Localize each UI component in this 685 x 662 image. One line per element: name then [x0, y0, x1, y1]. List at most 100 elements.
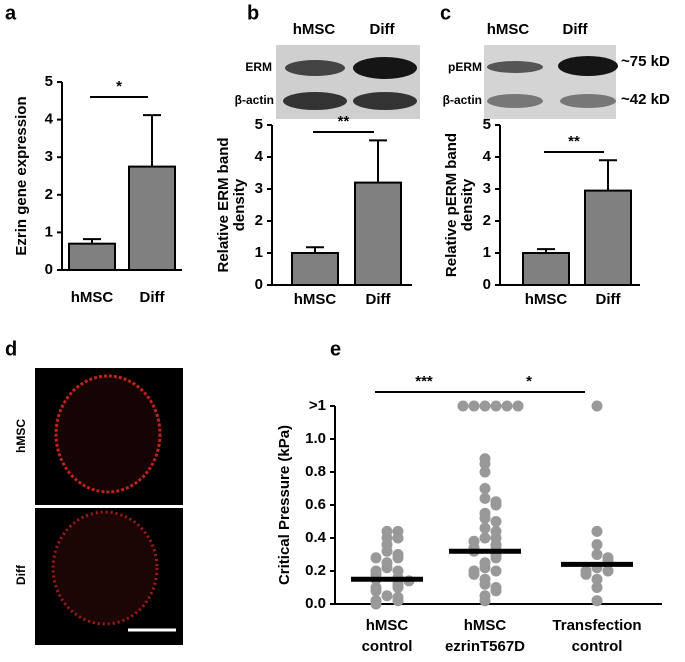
row-label: pERM [448, 60, 482, 74]
y-tick-label: 0.8 [305, 463, 326, 480]
data-point [479, 466, 491, 478]
data-point [591, 549, 603, 560]
y-tick-label: >1 [309, 397, 326, 414]
y-tick-label: 5 [255, 116, 263, 133]
panel-label: c [440, 2, 451, 24]
data-point [479, 595, 491, 607]
data-point [490, 565, 502, 577]
data-point [479, 400, 491, 412]
data-point [479, 492, 491, 504]
data-point [501, 400, 513, 412]
y-tick-label: 5 [45, 73, 53, 90]
data-point [512, 400, 524, 412]
data-point [602, 565, 614, 577]
data-point [392, 532, 404, 544]
cell [54, 374, 162, 494]
y-tick-label: 2 [483, 212, 491, 229]
data-point [457, 400, 469, 412]
data-point [479, 562, 491, 574]
data-point [490, 400, 502, 412]
size-label: ~42 kD [621, 91, 670, 108]
lane-label: Diff [370, 21, 396, 38]
data-point [381, 562, 393, 574]
row-label: ERM [245, 60, 272, 74]
panel-label: a [5, 2, 17, 24]
blot-band [560, 94, 616, 108]
data-point [479, 512, 491, 524]
data-point [591, 582, 603, 593]
y-axis-label: density [231, 178, 248, 231]
x-tick-label: Diff [366, 291, 392, 308]
bar [128, 165, 176, 272]
blot-band [353, 92, 417, 110]
data-point [490, 585, 502, 597]
x-tick-label: ezrinT567D [445, 638, 525, 655]
row-label: β-actin [443, 93, 482, 107]
data-point [591, 573, 603, 585]
data-point [370, 598, 382, 610]
significance-label: *** [415, 373, 433, 390]
size-label: ~75 kD [621, 53, 670, 70]
x-tick-label: Transfection [552, 617, 641, 634]
lane-label: hMSC [487, 21, 530, 38]
significance-label: ** [338, 113, 350, 130]
y-tick-label: 4 [255, 148, 264, 165]
x-tick-label: control [362, 638, 413, 655]
blot-band [487, 94, 543, 108]
lane-label: hMSC [293, 21, 336, 38]
panel-label: e [330, 338, 341, 360]
y-tick-label: 3 [255, 180, 263, 197]
data-point [479, 458, 491, 470]
data-point [392, 595, 404, 607]
y-tick-label: 0.4 [305, 529, 327, 546]
y-axis-label: Relative ERM band [215, 137, 232, 272]
y-tick-label: 2 [45, 186, 53, 203]
data-point [381, 545, 393, 557]
y-tick-label: 0 [45, 261, 53, 278]
micrograph-label: hMSC [14, 419, 28, 453]
y-axis-label: Relative pERM band [443, 133, 460, 277]
bar [354, 181, 402, 287]
y-tick-label: 3 [45, 148, 53, 165]
data-point [591, 525, 603, 537]
cell [51, 510, 159, 626]
lane-label: Diff [563, 21, 589, 38]
y-axis-label: density [459, 178, 476, 231]
panel-label: d [5, 338, 17, 360]
y-axis-label: Ezrin gene expression [13, 96, 30, 255]
data-point [370, 585, 382, 597]
y-tick-label: 1.0 [305, 430, 326, 447]
data-point [370, 552, 382, 564]
micrograph-label: Diff [14, 564, 28, 585]
data-point [381, 590, 393, 602]
data-point [490, 499, 502, 511]
bar [68, 242, 116, 271]
x-tick-label: control [572, 638, 623, 655]
blot-image [484, 45, 616, 119]
panel-label: b [247, 2, 259, 24]
data-point [591, 400, 603, 412]
y-tick-label: 2 [255, 212, 263, 229]
data-point [490, 516, 502, 527]
y-tick-label: 4 [45, 111, 54, 128]
data-point [490, 552, 502, 564]
y-tick-label: 0 [483, 276, 491, 293]
x-tick-label: hMSC [366, 617, 409, 634]
data-point [591, 539, 603, 551]
blot-band [283, 92, 347, 110]
y-axis-label: Critical Pressure (kPa) [276, 425, 293, 585]
x-tick-label: hMSC [294, 291, 337, 308]
x-tick-label: hMSC [525, 291, 568, 308]
blot-band [558, 56, 618, 76]
y-tick-label: 0.6 [305, 496, 326, 513]
data-point [392, 582, 404, 593]
significance-label: * [116, 78, 122, 95]
x-tick-label: Diff [140, 289, 166, 306]
data-point [479, 532, 491, 544]
y-tick-label: 0.0 [305, 595, 326, 612]
y-tick-label: 0 [255, 276, 263, 293]
data-point [479, 522, 491, 534]
bar [522, 252, 570, 286]
y-tick-label: 1 [483, 244, 491, 261]
